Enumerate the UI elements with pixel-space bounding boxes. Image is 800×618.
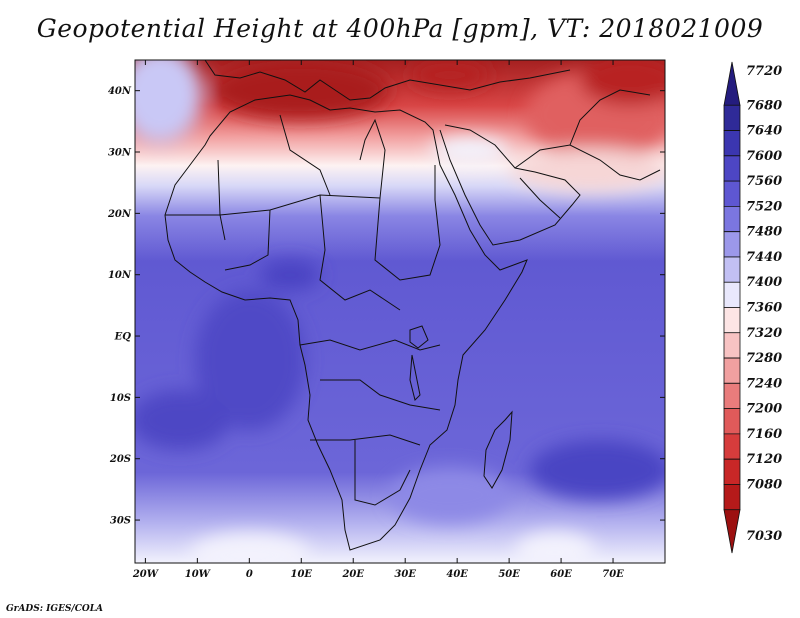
colorbar-label: 7200 <box>746 402 782 417</box>
border-10 <box>359 118 386 199</box>
lon-label: 0 <box>246 569 253 580</box>
border-7 <box>320 379 441 411</box>
colorbar-label: 7120 <box>746 452 782 467</box>
lat-label: 20N <box>107 209 132 220</box>
colorbar-swatch <box>723 180 741 207</box>
colorbar-label: 7600 <box>746 149 782 164</box>
border-9 <box>354 440 411 506</box>
lat-label: EQ <box>114 332 132 343</box>
colorbar-swatch <box>723 307 741 334</box>
lon-label: 10W <box>185 569 212 580</box>
border-4 <box>319 194 401 311</box>
border-8 <box>310 434 421 446</box>
lon-label: 10E <box>291 569 313 580</box>
colorbar-label: 7640 <box>746 124 782 139</box>
grads-credit: GrADS: IGES/COLA <box>6 604 104 614</box>
colorbar-swatch <box>723 382 741 410</box>
colorbar-label: 7720 <box>746 64 782 79</box>
colorbar-swatch <box>723 408 741 435</box>
colorbar-swatch <box>723 357 741 384</box>
colorbar-label: 7440 <box>746 250 782 265</box>
lon-label: 30E <box>394 569 416 580</box>
coastlines-and-borders <box>164 60 661 551</box>
lon-label: 20E <box>341 569 364 580</box>
colorbar-label: 7080 <box>746 477 782 492</box>
colorbar-label: 7400 <box>746 275 782 290</box>
map-title: Geopotential Height at 400hPa [gpm], VT:… <box>36 14 764 43</box>
colorbar-label: 7480 <box>746 225 782 240</box>
lat-label: 20S <box>109 454 131 465</box>
colorbar-swatch <box>723 484 741 511</box>
lon-label: 50E <box>498 569 520 580</box>
colorbar-swatch <box>723 433 741 460</box>
lon-label: 40E <box>446 569 468 580</box>
colorbar-label: 7680 <box>746 98 782 113</box>
plot-frame <box>134 59 666 564</box>
colorbar-label: 7030 <box>746 529 782 544</box>
lake-tanganyika <box>409 354 421 401</box>
border-12 <box>519 177 561 219</box>
colorbar-swatch <box>723 509 741 554</box>
colorbar-label: 7560 <box>746 174 782 189</box>
lat-label: 40N <box>108 86 132 97</box>
colorbar-swatch <box>723 231 741 258</box>
colorbar-swatch <box>723 281 741 308</box>
colorbar-label: 7160 <box>746 427 782 442</box>
colorbar-label: 7320 <box>746 326 782 341</box>
colorbar-label: 7520 <box>746 199 782 214</box>
colorbar-label: 7240 <box>746 376 782 391</box>
colorbar-swatch <box>723 205 741 233</box>
lat-label: 30N <box>108 148 132 159</box>
border-6 <box>299 339 441 351</box>
border-11 <box>279 114 331 196</box>
colorbar-swatch <box>723 61 741 106</box>
africa-coastline <box>164 94 528 551</box>
colorbar-swatch <box>723 332 741 359</box>
colorbar-swatch <box>723 256 741 283</box>
lon-label: 20W <box>132 569 160 580</box>
lake-victoria <box>409 325 429 349</box>
colorbar-swatch <box>723 104 741 131</box>
colorbar: 7720 7680 7640 7600 7560 7520 7480 7440 7400 7360… <box>723 61 782 554</box>
colorbar-label: 7280 <box>746 351 782 366</box>
persian-gulf-coastline <box>514 144 661 181</box>
europe-coastline <box>204 60 571 101</box>
border-2 <box>217 159 226 241</box>
lat-label: 10N <box>108 270 132 281</box>
arabian-coastline <box>439 124 581 246</box>
colorbar-label: 7360 <box>746 301 782 316</box>
height-field <box>135 60 665 563</box>
border-5 <box>374 165 441 281</box>
colorbar-swatch <box>723 155 741 182</box>
border-3 <box>224 209 271 271</box>
madagascar-coastline <box>483 410 513 489</box>
lon-label: 70E <box>602 569 624 580</box>
lat-label: 30S <box>110 516 131 527</box>
border-13 <box>569 89 651 146</box>
colorbar-swatch <box>723 458 741 485</box>
axis-labels: 40N 30N 20N 10N EQ 10S 20S 30S 20W 10W 0 10E 20E 30E 4… <box>107 86 624 580</box>
lat-label: 10S <box>110 393 131 404</box>
colorbar-swatch <box>723 130 741 157</box>
lon-label: 60E <box>550 569 572 580</box>
axis-ticks <box>135 60 665 563</box>
